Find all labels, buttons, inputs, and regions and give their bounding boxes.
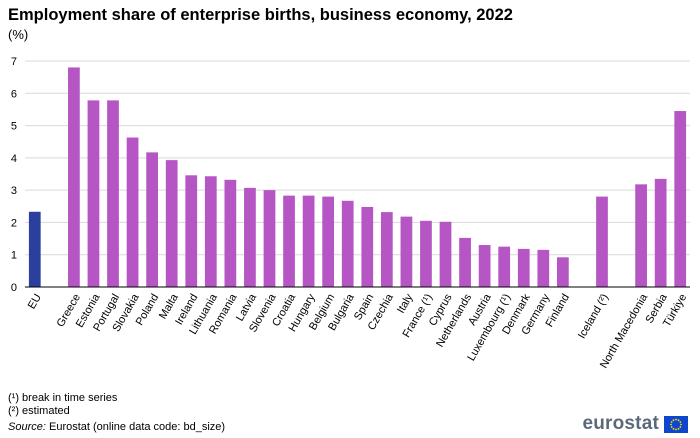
bar: [283, 195, 295, 287]
eu-flag-icon: [664, 415, 688, 433]
unit-label: (%): [8, 27, 29, 42]
bar: [537, 249, 550, 287]
bar: [478, 245, 491, 287]
bar: [322, 196, 335, 287]
flag-star: [672, 418, 675, 421]
bar: [380, 212, 393, 287]
bar: [498, 246, 511, 287]
bars: [28, 67, 687, 288]
bar: [557, 257, 569, 287]
source-label: Source:: [8, 421, 46, 433]
x-axis-labels: EU GreeceEstoniaPortugalSlovakiaPolandMal…: [26, 291, 689, 370]
bar: [439, 221, 452, 287]
y-tick-label: 1: [11, 250, 17, 262]
logo-wordmark: eurostat: [582, 413, 659, 434]
bar: [341, 200, 354, 287]
bar: [87, 100, 100, 287]
footnotes: (¹) break in time series (²) estimated: [8, 392, 117, 418]
bar: [302, 195, 315, 287]
flag-star: [680, 423, 682, 425]
flag-star: [677, 427, 680, 430]
bar-chart: 0 1 2 3 4 5 6 7 EU GreeceEstoniaPortugalSlovakia…: [11, 56, 690, 371]
y-tick-label: 5: [11, 121, 17, 133]
flag-star: [675, 418, 677, 420]
y-tick-label: 2: [11, 217, 17, 229]
x-tick-label: Iceland (²): [576, 292, 611, 341]
bar: [361, 206, 374, 287]
x-tick-label: EU: [26, 292, 44, 311]
y-tick-label: 0: [11, 282, 17, 294]
bar: [674, 111, 687, 288]
bar: [204, 176, 217, 287]
y-axis-ticks: 0 1 2 3 4 5 6 7: [11, 56, 17, 294]
y-tick-label: 7: [11, 56, 17, 68]
flag-star: [679, 420, 682, 423]
flag-star: [670, 425, 673, 428]
chart-title: Employment share of enterprise births, b…: [8, 6, 513, 24]
source-text: Eurostat (online data code: bd_size): [48, 421, 226, 433]
y-tick-label: 6: [11, 88, 17, 100]
bar: [244, 187, 256, 287]
flag-star: [672, 427, 675, 430]
flag-star: [677, 418, 680, 421]
bar: [165, 160, 178, 287]
bar: [28, 211, 41, 287]
bar: [185, 175, 198, 287]
footnote-estimated: (²) estimated: [8, 405, 70, 417]
flag-star: [670, 423, 672, 425]
bar: [654, 178, 667, 287]
y-tick-label: 4: [11, 153, 17, 165]
bar: [400, 216, 413, 287]
bar: [107, 100, 119, 287]
flag-star: [675, 428, 677, 430]
flag-star: [679, 425, 682, 428]
bar: [420, 220, 432, 287]
gridlines: [25, 60, 690, 256]
bar: [596, 196, 608, 287]
eurostat-logo: eurostat: [582, 413, 688, 435]
bar: [146, 152, 158, 287]
bar: [459, 237, 471, 287]
bar: [68, 67, 80, 287]
y-tick-label: 3: [11, 185, 17, 197]
bar: [263, 190, 276, 287]
bar: [517, 248, 530, 287]
bar: [126, 137, 139, 287]
bar: [635, 184, 647, 287]
flag-star: [670, 420, 673, 423]
bar: [224, 179, 237, 287]
source-line: Source: Eurostat (online data code: bd_s…: [8, 421, 225, 433]
footnote-break: (¹) break in time series: [8, 392, 118, 404]
